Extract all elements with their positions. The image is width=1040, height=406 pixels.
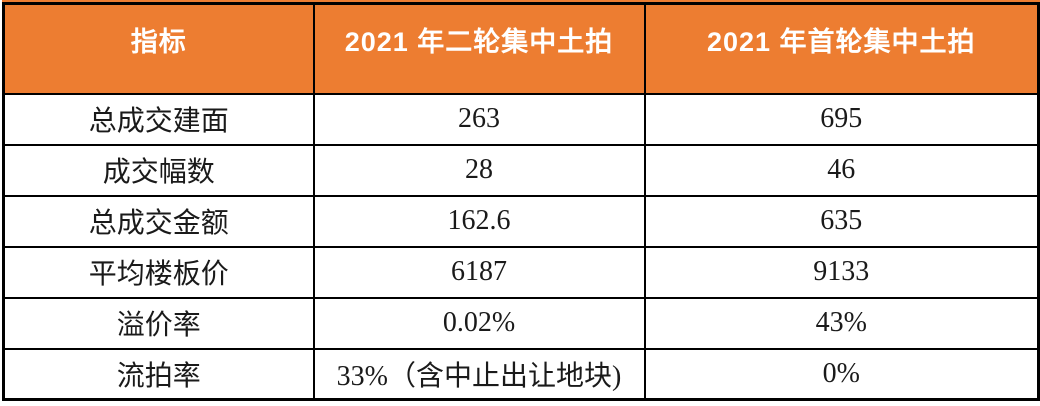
value-round2: 162.6 <box>312 194 646 248</box>
row-label: 成交幅数 <box>2 143 315 197</box>
table-row: 总成交建面 263 695 <box>2 92 1040 146</box>
header-cell-round1-2021: 2021 年首轮集中土拍 <box>643 2 1040 95</box>
value-round2: 0.02% <box>312 296 646 350</box>
row-label: 溢价率 <box>2 296 315 350</box>
row-label: 总成交建面 <box>2 92 315 146</box>
value-round2: 6187 <box>312 245 646 299</box>
header-cell-indicator: 指标 <box>2 2 315 95</box>
value-round2: 28 <box>312 143 646 197</box>
table-row: 总成交金额 162.6 635 <box>2 194 1040 248</box>
table-row: 溢价率 0.02% 43% <box>2 296 1040 350</box>
value-round1: 0% <box>643 347 1040 401</box>
value-round1: 695 <box>643 92 1040 146</box>
row-label: 流拍率 <box>2 347 315 401</box>
row-label: 平均楼板价 <box>2 245 315 299</box>
value-round2: 33%（含中止出让地块) <box>312 347 646 401</box>
header-cell-round2-2021: 2021 年二轮集中土拍 <box>312 2 646 95</box>
header-row: 指标 2021 年二轮集中土拍 2021 年首轮集中土拍 <box>2 2 1040 95</box>
value-round2: 263 <box>312 92 646 146</box>
table-row: 平均楼板价 6187 9133 <box>2 245 1040 299</box>
table-row: 流拍率 33%（含中止出让地块) 0% <box>2 347 1040 401</box>
value-round1: 46 <box>643 143 1040 197</box>
row-label: 总成交金额 <box>2 194 315 248</box>
value-round1: 9133 <box>643 245 1040 299</box>
table-row: 成交幅数 28 46 <box>2 143 1040 197</box>
value-round1: 635 <box>643 194 1040 248</box>
value-round1: 43% <box>643 296 1040 350</box>
